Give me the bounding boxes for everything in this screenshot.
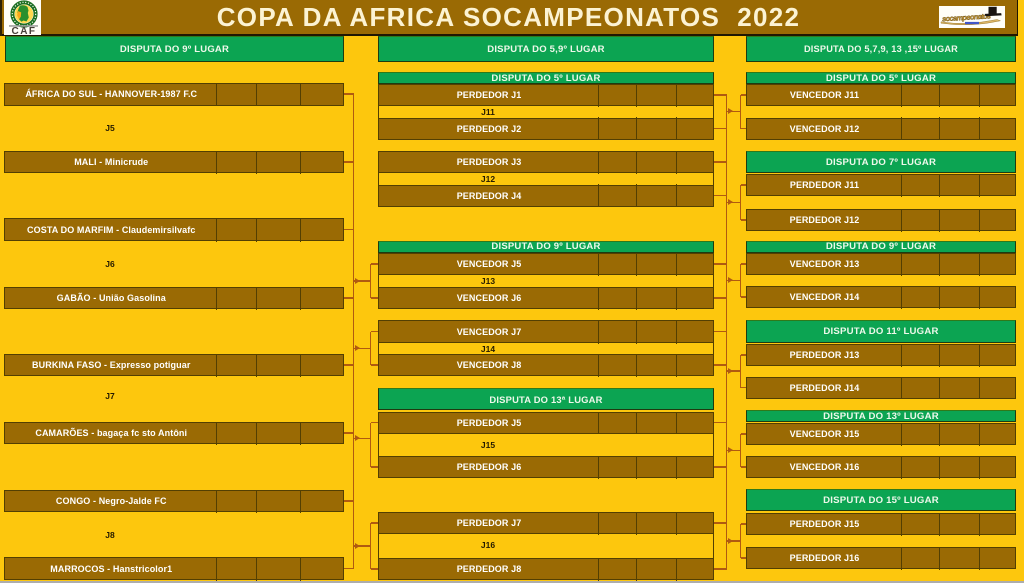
svg-text:CAF: CAF bbox=[11, 26, 36, 35]
svg-text:socampeonatos: socampeonatos bbox=[942, 11, 991, 23]
